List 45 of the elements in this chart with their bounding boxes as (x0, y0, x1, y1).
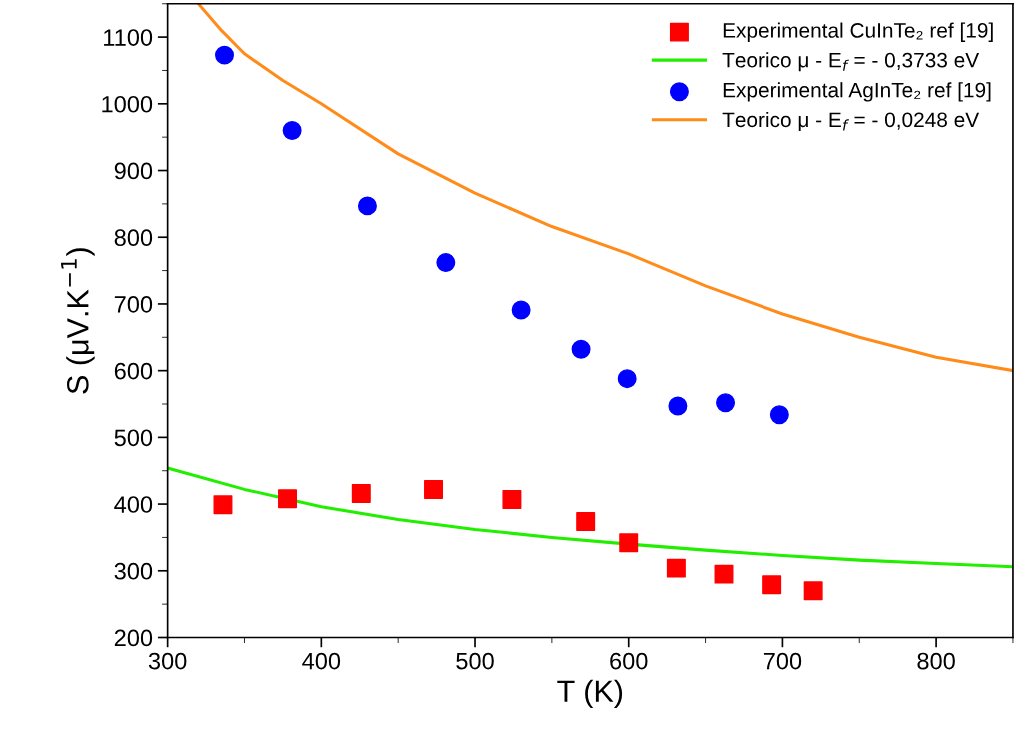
legend-label: Experimental AgInTe₂ ref [19] (723, 82, 991, 102)
x-tick-label: 800 (917, 652, 955, 670)
point (502, 489, 522, 509)
x-tick-label: 700 (763, 652, 802, 670)
point (424, 479, 444, 499)
y-tick-label: 300 (114, 562, 153, 580)
x-tick-label: 300 (148, 652, 187, 670)
point (215, 45, 234, 65)
point (436, 253, 456, 273)
x-tick-label: 500 (456, 652, 494, 670)
x-tick-label: 600 (610, 652, 648, 670)
point (769, 405, 789, 425)
point (213, 495, 233, 515)
y-axis-title: S (μV.K$^{−1}$) (61, 248, 95, 394)
point (576, 511, 596, 531)
point (666, 558, 686, 578)
point (278, 489, 297, 509)
legend-label: Teorico μ - E$_{f}$ = - 0,3733 eV (722, 52, 980, 72)
point (351, 483, 371, 503)
point (617, 369, 637, 389)
point (571, 339, 591, 359)
point (511, 300, 531, 320)
y-tick-label: 800 (114, 229, 153, 247)
y-tick-label: 400 (114, 496, 153, 513)
x-tick-label: 400 (302, 652, 341, 670)
line-series (196, 3, 1013, 373)
point (282, 121, 302, 140)
point (803, 581, 823, 601)
x-axis-title: T (K) (557, 679, 623, 709)
point (716, 393, 736, 413)
y-tick-label: 1100 (104, 29, 153, 46)
point (619, 533, 639, 553)
legend-label: Experimental CuInTe₂ ref [19] (723, 22, 993, 42)
line-series (167, 466, 1013, 569)
point (668, 396, 688, 416)
point (714, 564, 734, 584)
y-tick-label: 900 (114, 162, 153, 180)
y-tick-label: 1000 (102, 95, 153, 113)
point (357, 196, 377, 216)
y-tick-label: 500 (114, 429, 153, 447)
y-tick-label: 700 (114, 296, 153, 313)
point (762, 575, 782, 595)
legend-label: Teorico μ - E$_{f}$ = - 0,0248 eV (722, 111, 980, 131)
y-tick-label: 600 (114, 362, 153, 380)
y-tick-label: 200 (114, 629, 153, 647)
